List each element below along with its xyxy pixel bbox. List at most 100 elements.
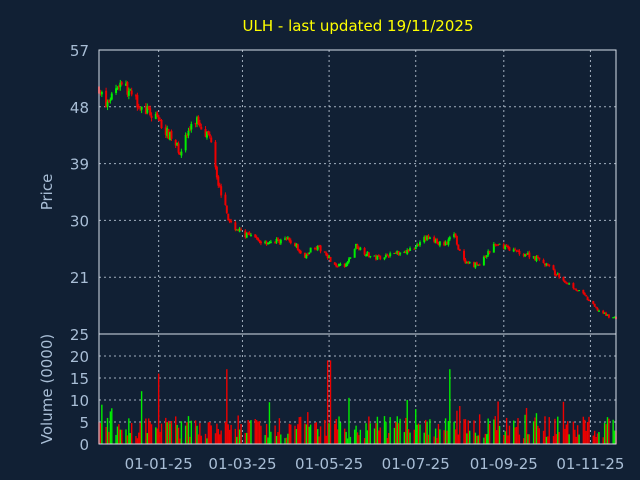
volume-bar xyxy=(582,416,585,444)
candle-body xyxy=(518,250,521,255)
candle-body xyxy=(106,101,109,107)
volume-bar xyxy=(373,428,376,444)
volume-bar xyxy=(338,416,340,444)
candle-body xyxy=(426,235,429,240)
candle-body xyxy=(383,257,386,260)
volume-bar xyxy=(109,411,112,444)
volume-bar xyxy=(267,437,269,444)
candle-body xyxy=(536,256,539,259)
candle-body xyxy=(267,242,270,245)
volume-bar xyxy=(339,422,342,444)
candle-body xyxy=(418,242,421,246)
candle-body xyxy=(265,241,268,245)
volume-bar xyxy=(145,418,147,444)
candle-body xyxy=(542,259,545,263)
volume-bar xyxy=(314,423,316,444)
volume-bar xyxy=(125,429,127,444)
volume-bar xyxy=(237,415,239,444)
volume-bar xyxy=(576,425,579,444)
volume-bar xyxy=(598,432,600,444)
volume-bar xyxy=(159,431,161,444)
candle-body xyxy=(525,254,528,256)
volume-bar xyxy=(216,423,218,444)
volume-bar xyxy=(454,429,457,444)
candle-body xyxy=(433,236,436,242)
candle-body xyxy=(325,252,328,256)
volume-bar xyxy=(505,417,508,444)
candle-body xyxy=(443,242,446,246)
candle-body xyxy=(526,252,529,255)
candle-body xyxy=(119,82,122,88)
volume-bar xyxy=(116,426,119,444)
volume-bar xyxy=(534,417,536,444)
candle-body xyxy=(396,250,399,254)
volume-bar xyxy=(547,436,549,444)
volume-bar xyxy=(230,424,232,444)
volume-tick-label: 20 xyxy=(70,348,89,366)
volume-bar xyxy=(369,423,371,444)
candle-body xyxy=(367,252,370,257)
volume-bar xyxy=(365,423,367,444)
candle-body xyxy=(225,205,228,213)
volume-bar xyxy=(294,425,296,444)
volume-bar xyxy=(348,397,350,444)
volume-bar xyxy=(459,406,461,444)
volume-bar xyxy=(503,435,505,444)
volume-bar xyxy=(379,427,381,444)
candle-body xyxy=(210,137,213,143)
volume-bar xyxy=(407,429,410,444)
volume-bar xyxy=(393,427,396,444)
volume-bar xyxy=(308,426,310,444)
candle-body xyxy=(463,250,466,260)
candle-body xyxy=(140,106,143,110)
candle-body xyxy=(558,273,561,278)
candle-body xyxy=(237,230,240,232)
volume-bar xyxy=(424,419,427,444)
candle-body xyxy=(249,234,252,236)
candle-body xyxy=(294,243,297,247)
volume-bar xyxy=(449,369,451,444)
volume-bar xyxy=(395,422,397,444)
candle-body xyxy=(99,92,102,94)
x-tick-label: 01-11-25 xyxy=(556,455,624,473)
volume-bar xyxy=(305,424,308,444)
volume-tick-label: 25 xyxy=(70,326,89,344)
volume-bar xyxy=(613,430,616,444)
candle-body xyxy=(575,289,578,291)
candle-body xyxy=(457,244,460,250)
volume-bar xyxy=(244,433,246,444)
candle-body xyxy=(245,233,248,238)
volume-bar xyxy=(325,435,327,444)
volume-bar xyxy=(603,422,606,444)
volume-bar xyxy=(544,416,546,444)
candle-body xyxy=(472,262,475,267)
volume-bar xyxy=(258,421,261,444)
volume-bar xyxy=(488,424,491,444)
candle-body xyxy=(492,243,495,253)
price-candles xyxy=(98,79,617,320)
volume-bar xyxy=(409,432,411,444)
candle-body xyxy=(568,283,571,285)
volume-bar xyxy=(224,421,227,444)
candle-body xyxy=(424,237,427,240)
candle-body xyxy=(565,282,568,284)
volume-bar xyxy=(484,433,487,444)
volume-bar xyxy=(493,419,495,444)
volume-bar xyxy=(575,436,577,444)
volume-bar xyxy=(355,425,357,444)
candle-body xyxy=(107,100,110,103)
volume-bar xyxy=(524,414,526,444)
volume-bar xyxy=(535,413,538,444)
volume-bar xyxy=(608,418,610,444)
volume-bar xyxy=(335,418,337,444)
candle-body xyxy=(186,134,189,137)
volume-bar xyxy=(557,416,559,444)
candle-body xyxy=(238,228,241,232)
candle-body xyxy=(247,232,250,234)
volume-bar xyxy=(453,421,455,444)
candle-body xyxy=(217,176,220,186)
volume-bar xyxy=(349,436,352,444)
volume-bar xyxy=(219,434,221,444)
candle-body xyxy=(224,194,227,206)
volume-bar xyxy=(545,436,548,444)
